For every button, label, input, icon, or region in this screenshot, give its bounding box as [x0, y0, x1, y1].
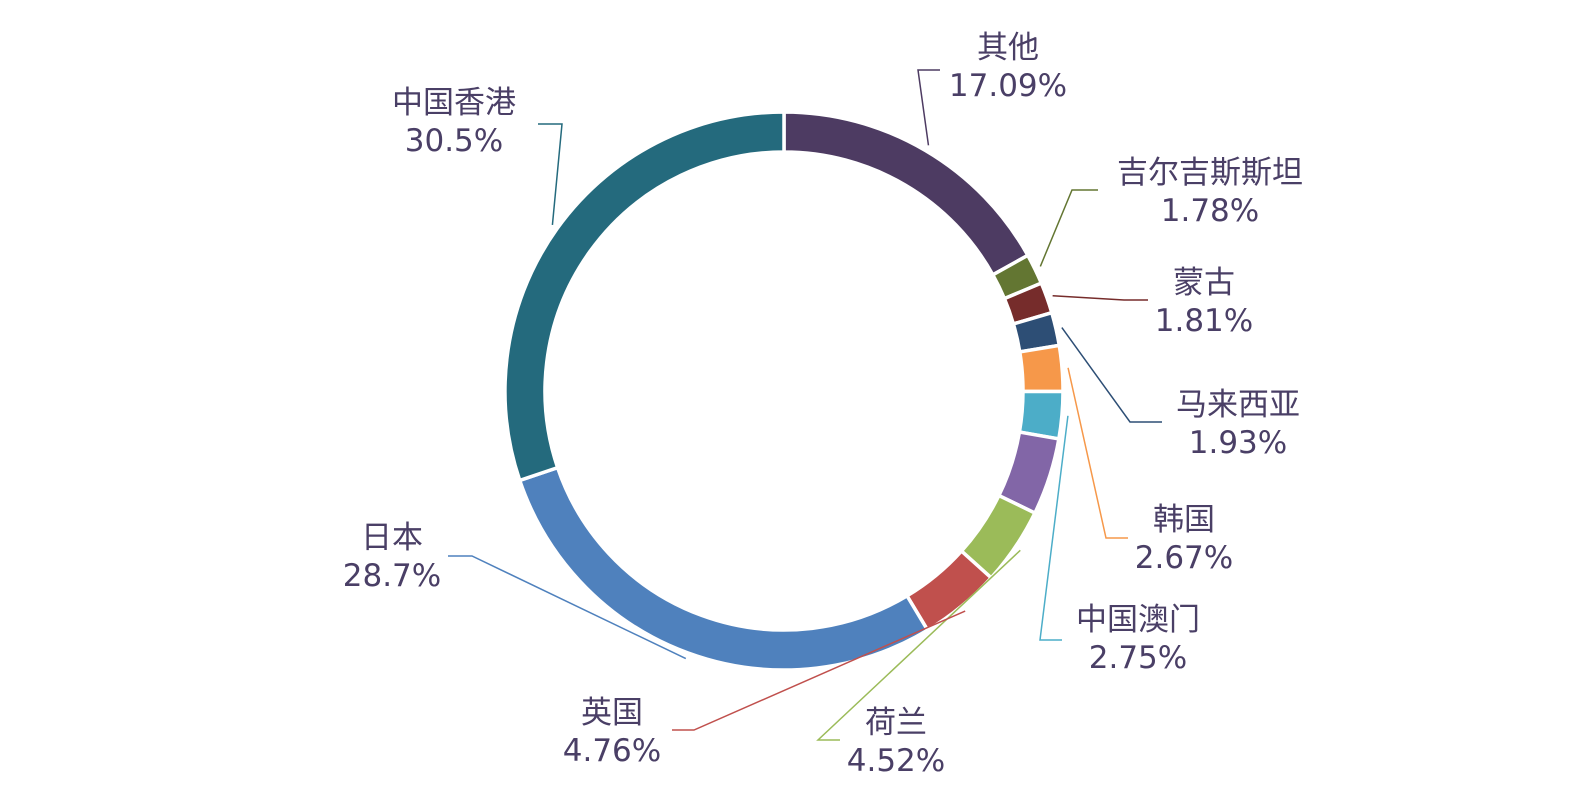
slice-韩国 [1017, 343, 1065, 394]
slice-name-label: 荷兰 [865, 705, 927, 741]
leader-line-韩国 [1067, 367, 1128, 539]
leader-line-蒙古 [1052, 295, 1148, 301]
leader-line-其他 [917, 69, 940, 146]
leader-line-荷兰 [816, 549, 1021, 741]
leader-line-日本 [448, 555, 687, 660]
slice-value-label: 1.93% [1189, 425, 1287, 461]
slice-value-label: 4.52% [847, 743, 945, 779]
slice-name-label: 中国香港 [392, 85, 516, 121]
slice-name-label: 吉尔吉斯斯坦 [1117, 155, 1303, 191]
leader-lines [448, 69, 1162, 741]
slice-value-label: 4.76% [563, 733, 661, 769]
leader-line-中国香港 [538, 123, 563, 225]
slice-value-label: 30.5% [405, 123, 503, 159]
leader-line-英国 [672, 610, 966, 731]
slice-name-label: 蒙古 [1173, 265, 1235, 301]
leader-line-中国澳门 [1039, 415, 1069, 641]
slice-name-label: 中国澳门 [1076, 602, 1200, 638]
slice-value-label: 17.09% [949, 68, 1067, 104]
slice-name-label: 马来西亚 [1176, 387, 1300, 423]
slice-日本 [517, 465, 931, 672]
slice-value-label: 1.78% [1161, 193, 1259, 229]
slice-value-label: 28.7% [343, 558, 441, 594]
donut-slices [503, 110, 1065, 672]
slice-name-label: 英国 [581, 695, 643, 731]
leader-line-吉尔吉斯斯坦 [1039, 189, 1098, 267]
slice-value-label: 2.75% [1089, 640, 1187, 676]
slice-value-label: 1.81% [1155, 303, 1253, 339]
slice-value-label: 2.67% [1135, 540, 1233, 576]
slice-name-label: 其他 [977, 30, 1039, 66]
slice-中国香港 [503, 110, 786, 483]
slice-name-label: 日本 [361, 520, 423, 556]
slice-name-label: 韩国 [1153, 502, 1215, 538]
leader-line-马来西亚 [1061, 327, 1162, 423]
slice-其他 [782, 110, 1031, 278]
